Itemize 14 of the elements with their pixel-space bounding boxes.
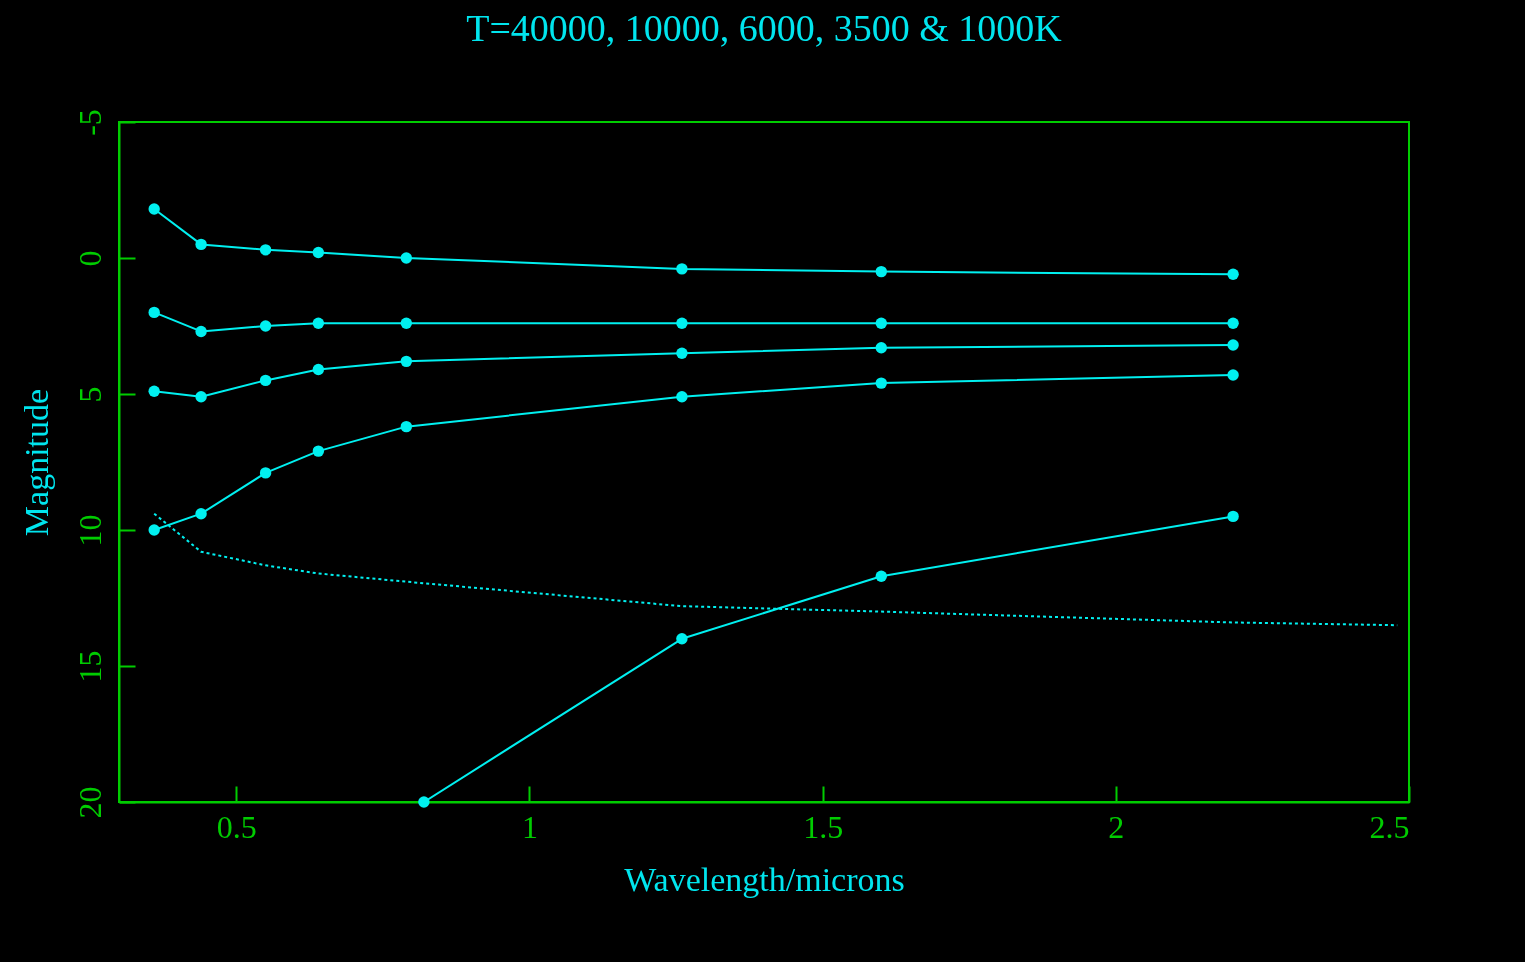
chart-title: T=40000, 10000, 6000, 3500 & 1000K — [466, 6, 1063, 49]
y-tick-label: -5 — [71, 109, 108, 136]
y-tick-label: 20 — [71, 786, 108, 819]
x-tick-label: 0.5 — [216, 808, 257, 845]
x-axis-title: Wavelength/microns — [624, 860, 905, 898]
x-tick-label: 1 — [521, 808, 538, 845]
x-tick-label: 1.5 — [803, 808, 844, 845]
y-axis-title: Magnitude — [17, 388, 55, 537]
y-tick-label: 0 — [71, 250, 108, 267]
x-tick-label: 2.5 — [1369, 808, 1410, 845]
y-tick-label: 15 — [71, 650, 108, 683]
x-tick-label: 2 — [1108, 808, 1125, 845]
y-tick-label: 5 — [71, 386, 108, 403]
y-tick-label: 10 — [71, 514, 108, 547]
